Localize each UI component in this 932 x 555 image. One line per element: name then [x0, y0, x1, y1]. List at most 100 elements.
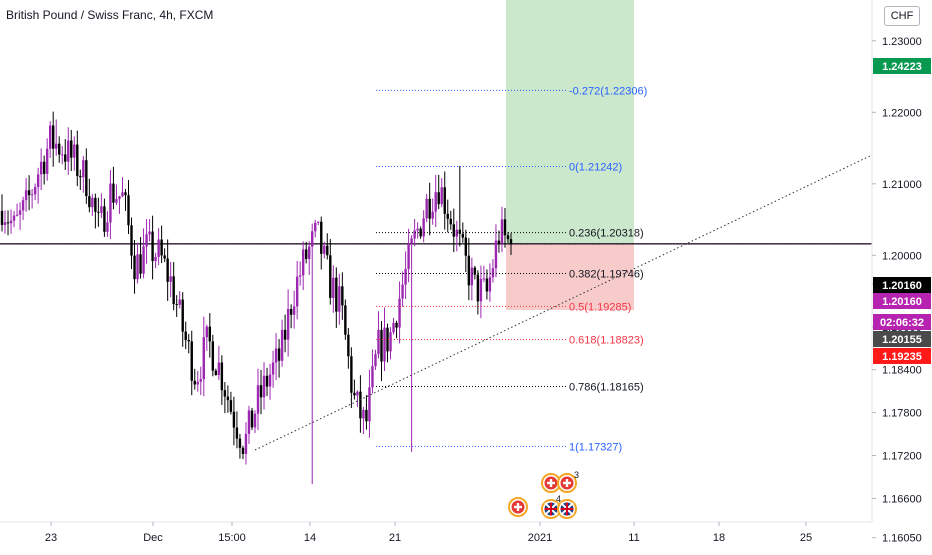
candle[interactable] [27, 175, 31, 211]
candle[interactable] [15, 203, 19, 217]
candle[interactable] [241, 445, 245, 460]
candle[interactable] [407, 228, 410, 283]
candle[interactable] [85, 148, 88, 204]
candle[interactable] [12, 210, 16, 228]
candle[interactable] [482, 265, 486, 283]
candle[interactable] [377, 311, 380, 359]
candle[interactable] [298, 261, 302, 286]
candle[interactable] [130, 217, 133, 270]
candle[interactable] [0, 194, 4, 232]
candle[interactable] [371, 349, 374, 394]
candle[interactable] [100, 193, 103, 219]
candle[interactable] [265, 367, 269, 396]
candle[interactable] [383, 307, 386, 371]
candle[interactable] [500, 206, 504, 253]
candle[interactable] [304, 241, 308, 264]
currency-button[interactable]: CHF [884, 6, 920, 26]
candle[interactable] [289, 304, 293, 329]
candle[interactable] [464, 229, 468, 273]
candle[interactable] [6, 210, 10, 236]
candle[interactable] [359, 375, 362, 433]
candle[interactable] [503, 207, 507, 248]
target-zone[interactable] [506, 0, 634, 244]
price-badge[interactable]: 1.20160 [873, 277, 931, 293]
candle[interactable] [73, 136, 76, 171]
candle[interactable] [353, 379, 356, 400]
candle[interactable] [160, 225, 163, 264]
candle[interactable] [332, 265, 335, 313]
candle[interactable] [404, 251, 407, 300]
candle[interactable] [115, 184, 118, 206]
candle[interactable] [314, 219, 317, 238]
candle[interactable] [205, 324, 209, 351]
candle[interactable] [317, 221, 320, 226]
candle[interactable] [422, 210, 425, 243]
candle[interactable] [286, 289, 290, 357]
candle[interactable] [473, 265, 477, 280]
candle[interactable] [190, 330, 193, 396]
candle[interactable] [30, 188, 34, 209]
candle[interactable] [181, 292, 184, 347]
candle[interactable] [295, 260, 299, 320]
candle[interactable] [163, 248, 166, 263]
candle[interactable] [42, 155, 46, 185]
candle[interactable] [133, 239, 136, 294]
candle[interactable] [229, 391, 233, 415]
candle[interactable] [494, 224, 498, 278]
candle[interactable] [271, 350, 275, 388]
candle[interactable] [256, 368, 260, 431]
candle[interactable] [449, 210, 452, 230]
candle[interactable] [202, 316, 205, 397]
candle[interactable] [88, 178, 91, 213]
candle[interactable] [419, 226, 422, 239]
price-badge[interactable]: 1.24223 [873, 58, 931, 74]
candle[interactable] [283, 314, 287, 353]
candle[interactable] [235, 411, 239, 449]
candle[interactable] [70, 129, 73, 172]
candle[interactable] [139, 236, 142, 279]
uk-flag-event-icon[interactable] [557, 499, 577, 519]
candle[interactable] [97, 197, 100, 227]
candle[interactable] [124, 188, 127, 211]
candle[interactable] [226, 385, 230, 413]
candle[interactable] [220, 355, 224, 405]
candle[interactable] [172, 262, 175, 311]
candle[interactable] [347, 327, 350, 369]
candle[interactable] [431, 198, 434, 225]
candle[interactable] [187, 334, 190, 354]
candle[interactable] [52, 111, 55, 167]
candle[interactable] [169, 261, 172, 298]
candle[interactable] [79, 169, 82, 190]
candle[interactable] [39, 148, 43, 191]
candle[interactable] [112, 166, 115, 210]
candle[interactable] [259, 369, 263, 415]
candle[interactable] [145, 218, 148, 264]
candle[interactable] [425, 193, 428, 223]
candle[interactable] [416, 222, 419, 239]
candle[interactable] [509, 233, 513, 255]
candle[interactable] [253, 410, 257, 434]
candle[interactable] [443, 171, 446, 230]
candle[interactable] [497, 230, 501, 253]
swiss-flag-event-icon[interactable]: 3 [557, 470, 579, 493]
candle[interactable] [154, 252, 157, 269]
candle[interactable] [389, 327, 392, 360]
candle[interactable] [491, 259, 495, 283]
candle[interactable] [413, 219, 416, 247]
candle[interactable] [24, 177, 28, 212]
candle[interactable] [9, 209, 13, 234]
candle[interactable] [280, 319, 284, 367]
candle[interactable] [485, 269, 489, 300]
candle[interactable] [458, 165, 461, 247]
candle[interactable] [211, 334, 215, 377]
price-badge[interactable]: 02:06:32 [873, 314, 931, 330]
candle[interactable] [292, 290, 296, 329]
candle[interactable] [199, 366, 202, 396]
candle[interactable] [136, 242, 139, 284]
timeframe[interactable]: 4h [159, 8, 173, 22]
candle[interactable] [106, 211, 109, 237]
candle[interactable] [64, 139, 67, 170]
candle[interactable] [476, 270, 480, 315]
candle[interactable] [48, 121, 52, 158]
candle[interactable] [217, 345, 221, 380]
